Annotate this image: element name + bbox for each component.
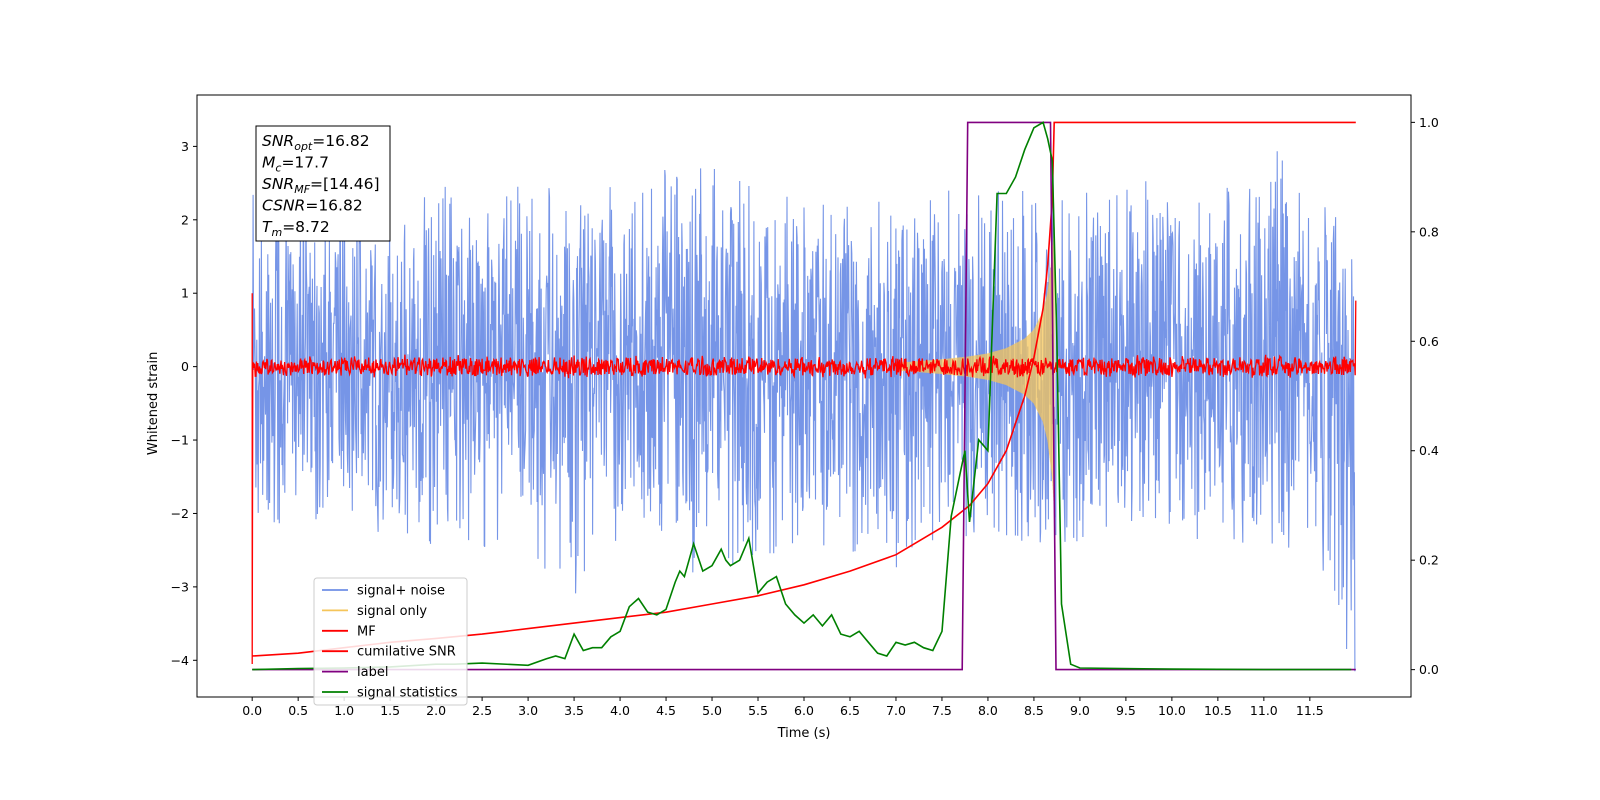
x-tick-label: 4.0 — [610, 703, 630, 718]
y-tick-label-left: −2 — [171, 506, 189, 521]
x-tick-label: 5.5 — [748, 703, 768, 718]
legend-label: cumilative SNR — [357, 645, 456, 660]
y-tick-label-left: −3 — [171, 579, 189, 594]
x-tick-label: 7.0 — [886, 703, 906, 718]
y-axis-title: Whitened strain — [146, 352, 161, 455]
x-tick-label: 4.5 — [656, 703, 676, 718]
annotation-symbol: SNR — [262, 175, 294, 193]
annotation-value: =17.7 — [281, 154, 329, 172]
annotation-frame — [255, 125, 391, 242]
annotation-symbol: T — [262, 218, 273, 236]
legend: signal+ noise signal only MF cumilative SNR… — [313, 577, 468, 706]
x-tick-label: 8.5 — [1024, 703, 1044, 718]
series-mf — [251, 293, 1357, 665]
annotation-value: =16.82 — [305, 197, 362, 215]
y-tick-label-right: 0.4 — [1419, 443, 1439, 458]
annotation-line: Mc=17.7 — [262, 154, 329, 175]
y-tick-label-right: 0.0 — [1419, 662, 1439, 677]
x-axis-title: Time (s) — [777, 726, 831, 741]
y-tick-label-left: −1 — [171, 433, 189, 448]
annotation-symbol: M — [262, 154, 275, 172]
x-tick-label: 3.5 — [564, 703, 584, 718]
x-tick-label: 3.0 — [518, 703, 538, 718]
x-tick-label: 7.5 — [932, 703, 952, 718]
series-signal-statistics — [252, 121, 1352, 671]
x-tick-label: 10.5 — [1204, 703, 1232, 718]
annotation-value: =[14.46] — [310, 175, 379, 193]
x-tick-label: 2.5 — [472, 703, 492, 718]
annotation-line: SNRMF=[14.46] — [262, 175, 380, 196]
y-tick-label-left: 2 — [181, 212, 189, 227]
x-tick-label: 0.5 — [288, 703, 308, 718]
y-tick-label-left: −4 — [171, 653, 189, 668]
x-tick-label: 11.5 — [1296, 703, 1324, 718]
x-tick-label: 6.0 — [794, 703, 814, 718]
x-tick-label: 1.0 — [334, 703, 354, 718]
legend-label: label — [357, 665, 388, 680]
series-label — [252, 121, 1356, 671]
legend-label: signal statistics — [357, 686, 458, 701]
x-tick-label: 5.0 — [702, 703, 722, 718]
legend-item: signal+ noise — [322, 584, 445, 599]
x-tick-label: 10.0 — [1158, 703, 1186, 718]
x-tick-label: 0.0 — [242, 703, 262, 718]
y-tick-label-right: 0.6 — [1419, 334, 1439, 349]
annotation-symbol: SNR — [262, 132, 294, 150]
y-axis-right: 0.0 0.2 0.4 0.6 0.8 1.0 — [1411, 115, 1439, 677]
annotation-box: SNRopt=16.82Mc=17.7SNRMF=[14.46]CSNR=16.… — [255, 125, 391, 242]
annotation-subscript: opt — [294, 140, 313, 153]
x-tick-label: 9.0 — [1070, 703, 1090, 718]
legend-frame — [313, 577, 468, 706]
legend-item: signal only — [322, 604, 427, 619]
annotation-subscript: m — [271, 226, 282, 239]
y-tick-label-right: 0.8 — [1419, 224, 1439, 239]
legend-item: signal statistics — [322, 686, 458, 701]
y-tick-label-left: 0 — [181, 359, 189, 374]
legend-item: MF — [322, 624, 376, 639]
y-tick-label-left: 1 — [181, 286, 189, 301]
x-tick-label: 11.0 — [1250, 703, 1278, 718]
y-axis-left: −4 −3 −2 −1 0 1 2 3 — [171, 139, 197, 668]
x-tick-label: 8.0 — [978, 703, 998, 718]
annotation-line: SNRopt=16.82 — [262, 132, 370, 153]
annotation-symbol: CSNR — [262, 197, 305, 215]
annotation-line: Tm=8.72 — [262, 218, 330, 239]
x-tick-label: 6.5 — [840, 703, 860, 718]
legend-label: MF — [357, 624, 376, 639]
annotation-value: =16.82 — [312, 132, 369, 150]
annotation-value: =8.72 — [282, 218, 330, 236]
x-tick-label: 1.5 — [380, 703, 400, 718]
x-tick-label: 9.5 — [1116, 703, 1136, 718]
legend-label: signal+ noise — [357, 584, 445, 599]
legend-item: label — [322, 665, 388, 680]
x-axis: 0.0 0.5 1.0 1.5 2.0 2.5 3.0 3.5 4.0 4.5 5.0 5.5 6.0 6… — [242, 697, 1324, 718]
annotation-subscript: MF — [294, 183, 310, 196]
legend-label: signal only — [357, 604, 427, 619]
y-tick-label-right: 1.0 — [1419, 115, 1439, 130]
annotation-line: CSNR=16.82 — [262, 197, 363, 215]
y-tick-label-left: 3 — [181, 139, 189, 154]
x-tick-label: 2.0 — [426, 703, 446, 718]
series-signal-noise — [251, 151, 1356, 672]
annotation-subscript: c — [275, 162, 281, 175]
y-tick-label-right: 0.2 — [1419, 553, 1439, 568]
legend-item: cumilative SNR — [322, 645, 456, 660]
